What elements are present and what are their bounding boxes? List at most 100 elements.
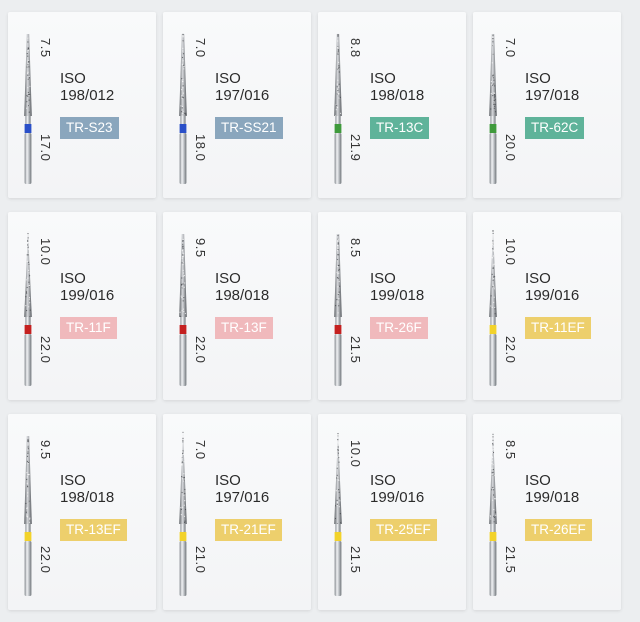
bur-card: 10.0 22.0 ISO 199/016 TR-11EF bbox=[473, 212, 621, 400]
bur-color-band bbox=[25, 124, 32, 133]
bur-shank bbox=[180, 334, 187, 386]
model-code-tag: TR-S23 bbox=[60, 117, 119, 139]
dental-bur-illustration bbox=[8, 212, 38, 400]
bur-color-band bbox=[490, 124, 497, 133]
head-length-label: 9.5 bbox=[38, 440, 53, 460]
iso-prefix: ISO bbox=[215, 270, 269, 287]
model-code-tag: TR-11F bbox=[60, 317, 117, 339]
bur-color-band bbox=[180, 325, 187, 334]
iso-spec: 198/018 bbox=[60, 489, 114, 506]
dental-bur-illustration bbox=[473, 212, 503, 400]
bur-shank bbox=[335, 334, 342, 386]
iso-prefix: ISO bbox=[525, 472, 579, 489]
bur-shank bbox=[25, 133, 32, 184]
total-length-label: 18.0 bbox=[193, 134, 208, 161]
iso-prefix: ISO bbox=[60, 270, 114, 287]
bur-color-band bbox=[335, 532, 342, 541]
bur-shank bbox=[180, 133, 187, 184]
iso-spec: 197/018 bbox=[525, 87, 579, 104]
total-length-label: 21.5 bbox=[348, 336, 363, 363]
dental-bur-illustration bbox=[8, 414, 38, 610]
dental-bur-illustration bbox=[163, 212, 193, 400]
iso-spec: 198/018 bbox=[215, 287, 269, 304]
bur-shank bbox=[335, 541, 342, 596]
bur-color-band bbox=[180, 532, 187, 541]
total-length-label: 22.0 bbox=[193, 336, 208, 363]
total-length-label: 21.5 bbox=[348, 546, 363, 573]
iso-spec: 199/016 bbox=[370, 489, 424, 506]
head-length-label: 10.0 bbox=[38, 238, 53, 265]
iso-label: ISO 199/016 bbox=[60, 270, 114, 304]
bur-shank bbox=[180, 541, 187, 596]
iso-spec: 199/016 bbox=[60, 287, 114, 304]
head-length-label: 8.8 bbox=[348, 38, 363, 58]
bur-card: 7.0 18.0 ISO 197/016 TR-SS21 bbox=[163, 12, 311, 198]
total-length-label: 17.0 bbox=[38, 134, 53, 161]
iso-label: ISO 199/016 bbox=[525, 270, 579, 304]
bur-shank bbox=[490, 541, 497, 596]
bur-diamond-head bbox=[489, 432, 497, 524]
iso-label: ISO 197/018 bbox=[525, 70, 579, 104]
iso-prefix: ISO bbox=[60, 472, 114, 489]
bur-card: 10.0 22.0 ISO 199/016 TR-11F bbox=[8, 212, 156, 400]
bur-color-band bbox=[180, 124, 187, 133]
bur-color-band bbox=[490, 325, 497, 334]
iso-label: ISO 198/018 bbox=[215, 270, 269, 304]
dental-bur-illustration bbox=[473, 414, 503, 610]
bur-card: 8.5 21.5 ISO 199/018 TR-26F bbox=[318, 212, 466, 400]
bur-diamond-head bbox=[24, 436, 32, 524]
model-code-tag: TR-21EF bbox=[215, 519, 282, 541]
dental-bur-illustration bbox=[163, 414, 193, 610]
head-length-label: 8.5 bbox=[503, 440, 518, 460]
iso-prefix: ISO bbox=[370, 270, 424, 287]
head-length-label: 8.5 bbox=[348, 238, 363, 258]
iso-spec: 199/018 bbox=[370, 287, 424, 304]
iso-prefix: ISO bbox=[215, 70, 269, 87]
bur-color-band bbox=[25, 325, 32, 334]
model-code-tag: TR-25EF bbox=[370, 519, 437, 541]
bur-card: 7.5 17.0 ISO 198/012 TR-S23 bbox=[8, 12, 156, 198]
iso-spec: 197/016 bbox=[215, 489, 269, 506]
total-length-label: 20.0 bbox=[503, 134, 518, 161]
iso-spec: 198/012 bbox=[60, 87, 114, 104]
bur-card: 8.5 21.5 ISO 199/018 TR-26EF bbox=[473, 414, 621, 610]
dental-bur-illustration bbox=[318, 12, 348, 198]
dental-bur-illustration bbox=[318, 212, 348, 400]
iso-prefix: ISO bbox=[370, 472, 424, 489]
head-length-label: 7.0 bbox=[193, 38, 208, 58]
bur-card: 9.5 22.0 ISO 198/018 TR-13F bbox=[163, 212, 311, 400]
bur-card: 7.0 20.0 ISO 197/018 TR-62C bbox=[473, 12, 621, 198]
iso-spec: 198/018 bbox=[370, 87, 424, 104]
total-length-label: 22.0 bbox=[38, 336, 53, 363]
iso-prefix: ISO bbox=[215, 472, 269, 489]
model-code-tag: TR-13C bbox=[370, 117, 429, 139]
bur-diamond-head bbox=[179, 34, 187, 116]
iso-label: ISO 198/018 bbox=[60, 472, 114, 506]
dental-bur-illustration bbox=[8, 12, 38, 198]
iso-spec: 197/016 bbox=[215, 87, 269, 104]
total-length-label: 21.0 bbox=[193, 546, 208, 573]
iso-label: ISO 197/016 bbox=[215, 70, 269, 104]
head-length-label: 7.0 bbox=[503, 38, 518, 58]
total-length-label: 21.9 bbox=[348, 134, 363, 161]
iso-spec: 199/018 bbox=[525, 489, 579, 506]
bur-card: 8.8 21.9 ISO 198/018 TR-13C bbox=[318, 12, 466, 198]
bur-card: 9.5 22.0 ISO 198/018 TR-13EF bbox=[8, 414, 156, 610]
total-length-label: 21.5 bbox=[503, 546, 518, 573]
bur-shank bbox=[490, 334, 497, 386]
head-length-label: 9.5 bbox=[193, 238, 208, 258]
iso-label: ISO 198/018 bbox=[370, 70, 424, 104]
bur-color-band bbox=[490, 532, 497, 541]
iso-prefix: ISO bbox=[60, 70, 114, 87]
total-length-label: 22.0 bbox=[38, 546, 53, 573]
bur-color-band bbox=[335, 124, 342, 133]
model-code-tag: TR-11EF bbox=[525, 317, 591, 339]
bur-card: 10.0 21.5 ISO 199/016 TR-25EF bbox=[318, 414, 466, 610]
model-code-tag: TR-26EF bbox=[525, 519, 592, 541]
model-code-tag: TR-SS21 bbox=[215, 117, 283, 139]
bur-color-band bbox=[335, 325, 342, 334]
dental-bur-illustration bbox=[318, 414, 348, 610]
bur-color-band bbox=[25, 532, 32, 541]
head-length-label: 7.0 bbox=[193, 440, 208, 460]
